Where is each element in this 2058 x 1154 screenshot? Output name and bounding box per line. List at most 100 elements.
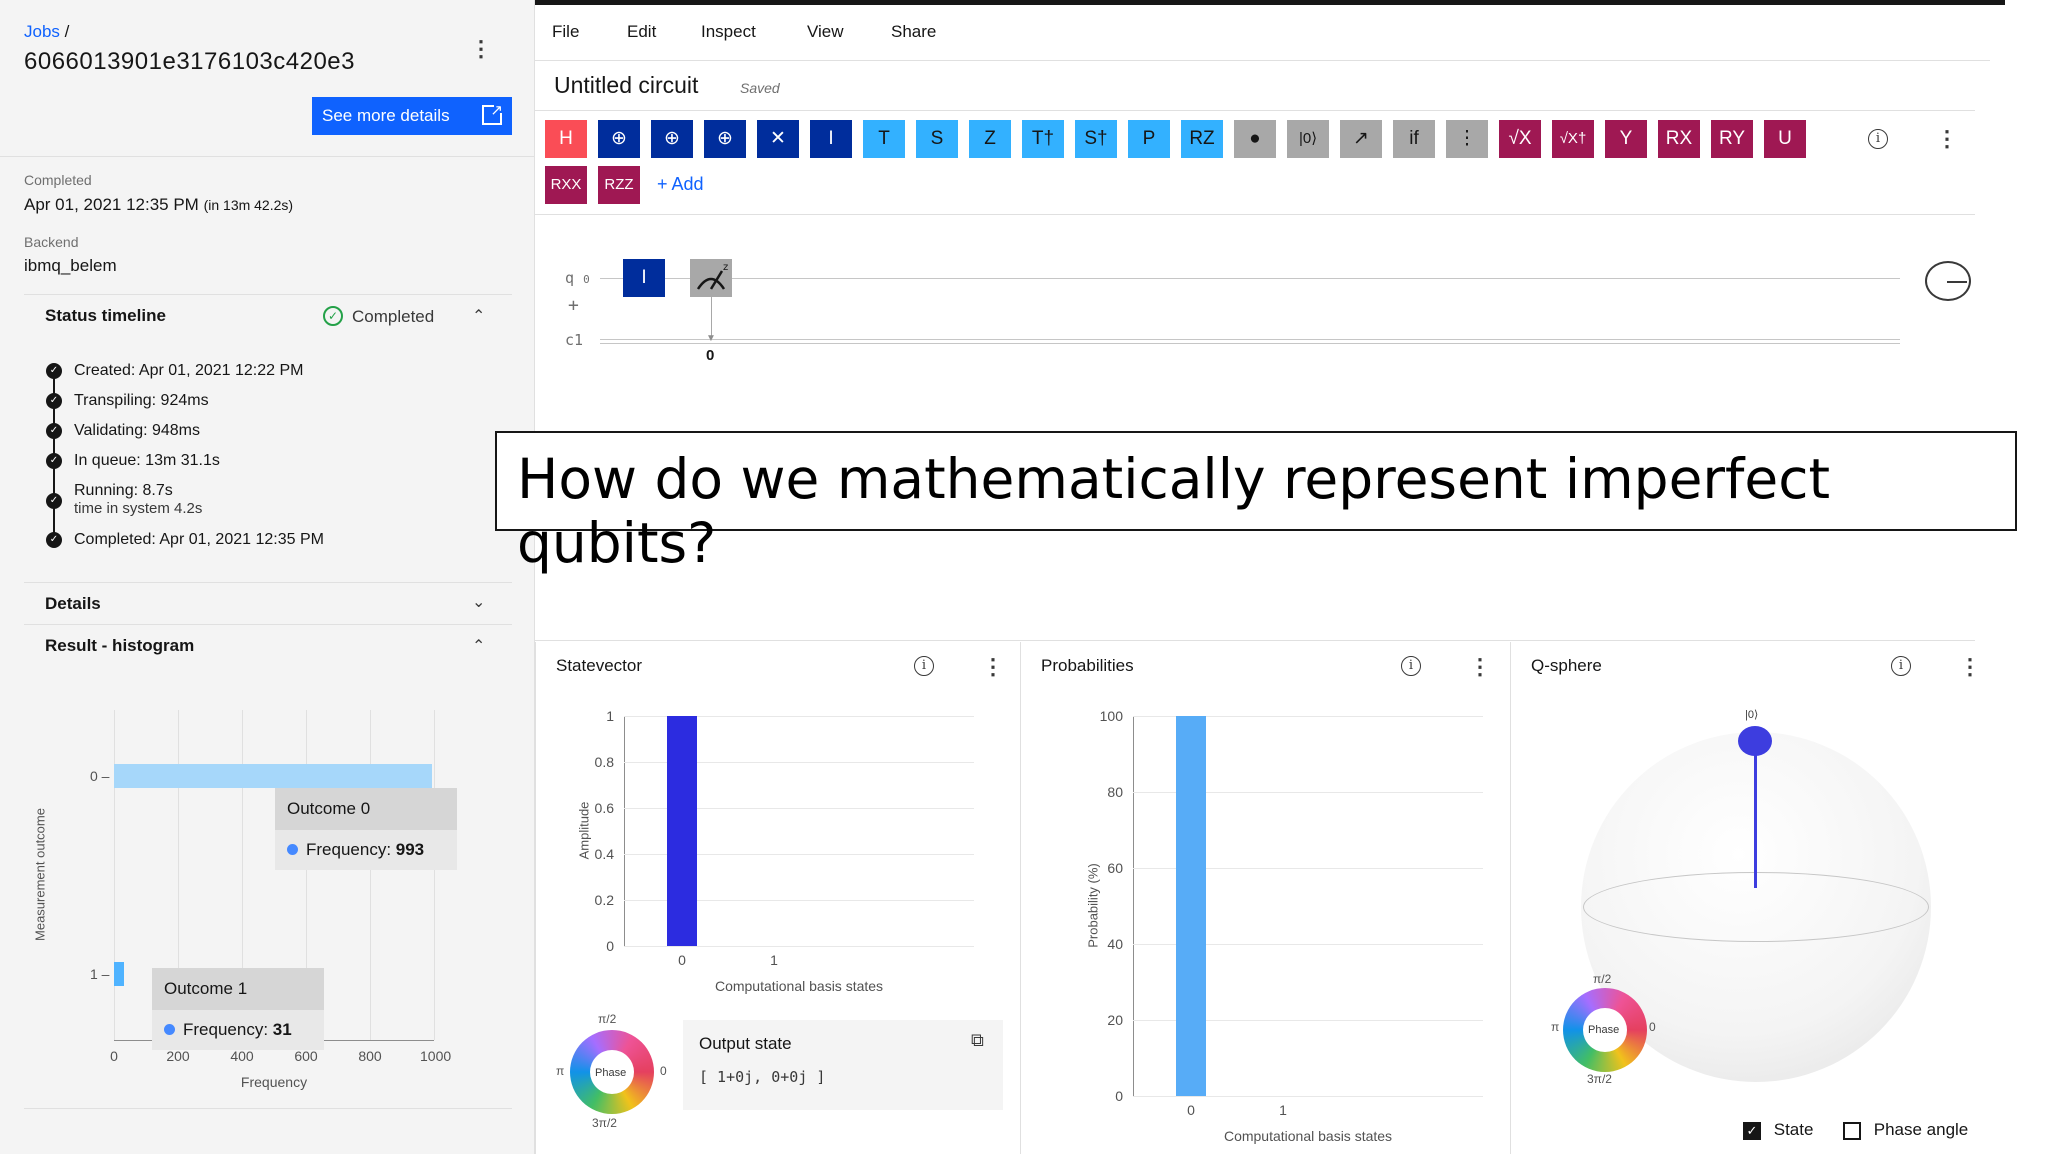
tooltip-outcome-0: Outcome 0 Frequency: 993 xyxy=(275,788,457,870)
checkbox-checked-icon[interactable]: ✓ xyxy=(1743,1121,1761,1140)
add-gate-link[interactable]: + Add xyxy=(657,174,704,194)
bar-state-0[interactable] xyxy=(1176,716,1206,1096)
qsphere-overflow-menu-icon[interactable]: ⋮ xyxy=(1959,654,1981,679)
gate-3[interactable]: ⊕ xyxy=(704,120,746,158)
info-icon[interactable]: i xyxy=(914,656,934,676)
tooltip-row: Frequency: 31 xyxy=(152,1010,324,1050)
gate-8[interactable]: Z xyxy=(969,120,1011,158)
gate-12[interactable]: RZ xyxy=(1181,120,1223,158)
gate-22[interactable]: RY xyxy=(1711,120,1753,158)
circuit-title[interactable]: Untitled circuit xyxy=(554,72,699,98)
gate-4[interactable]: ✕ xyxy=(757,120,799,158)
status-timeline-title[interactable]: Status timeline xyxy=(45,306,166,325)
gate-15[interactable]: ↗ xyxy=(1340,120,1382,158)
chevron-up-icon[interactable]: ⌃ xyxy=(472,308,486,325)
timeline-check-icon: ✓ xyxy=(46,493,62,509)
x-tick-label: 1 xyxy=(770,952,778,968)
timeline-item: Completed: Apr 01, 2021 12:35 PM xyxy=(74,531,324,548)
job-overflow-menu-icon[interactable]: ⋮ xyxy=(470,36,492,61)
info-icon[interactable]: i xyxy=(1868,129,1888,149)
divider xyxy=(535,110,1975,111)
histogram-bar[interactable] xyxy=(114,962,124,986)
gate-palette-row2: RXX RZZ xyxy=(545,166,665,206)
gate-13[interactable]: ● xyxy=(1234,120,1276,158)
gate-21[interactable]: RX xyxy=(1658,120,1700,158)
circuit-canvas[interactable]: q 0 + c1 I z ▼ 0 xyxy=(535,215,1975,635)
gate-rzz[interactable]: RZZ xyxy=(598,166,640,204)
y-tick-label: 20 xyxy=(1107,1012,1123,1028)
divider xyxy=(535,214,1975,215)
y-gridline xyxy=(1133,792,1483,793)
chevron-down-icon[interactable]: ⌄ xyxy=(472,594,486,611)
see-more-details-button[interactable]: See more details ↗ xyxy=(312,97,512,135)
gate-16[interactable]: if xyxy=(1393,120,1435,158)
divider xyxy=(535,640,1975,641)
measure-gate[interactable]: z xyxy=(690,259,732,297)
launch-icon: ↗ xyxy=(482,102,504,125)
menu-file[interactable]: File xyxy=(552,22,580,41)
statevector-overflow-menu-icon[interactable]: ⋮ xyxy=(982,654,1004,679)
state-point[interactable] xyxy=(1738,726,1772,756)
gate-7[interactable]: S xyxy=(916,120,958,158)
probabilities-overflow-menu-icon[interactable]: ⋮ xyxy=(1469,654,1491,679)
gate-6[interactable]: T xyxy=(863,120,905,158)
copy-icon[interactable]: ⧉ xyxy=(971,1030,984,1050)
menu-edit[interactable]: Edit xyxy=(627,22,657,41)
measure-arrow-icon: ▼ xyxy=(706,333,716,344)
x-gridline xyxy=(306,710,307,1040)
gate-1[interactable]: ⊕ xyxy=(598,120,640,158)
gate-17[interactable]: ⋮ xyxy=(1446,120,1488,158)
statevector-title: Statevector xyxy=(556,656,642,675)
result-histogram-title[interactable]: Result - histogram xyxy=(45,636,195,655)
info-icon[interactable]: i xyxy=(1891,656,1911,676)
y-axis xyxy=(1133,716,1134,1096)
gate-20[interactable]: Y xyxy=(1605,120,1647,158)
gate-18[interactable]: √X xyxy=(1499,120,1541,158)
y-gridline xyxy=(624,946,974,947)
checkmark-icon: ✓ xyxy=(323,306,343,326)
details-section-title[interactable]: Details xyxy=(45,594,101,613)
checkbox-unchecked-icon[interactable] xyxy=(1843,1121,1861,1140)
histogram-bar[interactable] xyxy=(114,764,432,788)
breadcrumb-jobs-link[interactable]: Jobs xyxy=(24,22,60,41)
divider xyxy=(24,624,512,625)
gate-19[interactable]: √X† xyxy=(1552,120,1594,158)
chevron-up-icon[interactable]: ⌃ xyxy=(472,638,486,655)
info-icon[interactable]: i xyxy=(1401,656,1421,676)
gate-11[interactable]: P xyxy=(1128,120,1170,158)
menu-inspect[interactable]: Inspect xyxy=(701,22,756,41)
gates-overflow-menu-icon[interactable]: ⋮ xyxy=(1936,126,1958,151)
see-more-details-label: See more details xyxy=(322,106,450,125)
gate-9[interactable]: T† xyxy=(1022,120,1064,158)
state-vector-line xyxy=(1754,738,1757,888)
x-tick-label: 200 xyxy=(166,1048,190,1064)
gate-5[interactable]: I xyxy=(810,120,852,158)
gate-14[interactable]: |0⟩ xyxy=(1287,120,1329,158)
classical-register-label: c1 xyxy=(565,331,584,349)
y-axis xyxy=(624,716,625,946)
qubit-state-icon[interactable] xyxy=(1925,261,1971,301)
question-overlay: How do we mathematically represent imper… xyxy=(495,431,2017,575)
gate-10[interactable]: S† xyxy=(1075,120,1117,158)
bar-state-0[interactable] xyxy=(667,716,697,946)
x-gridline xyxy=(114,710,115,1040)
menu-share[interactable]: Share xyxy=(891,22,937,41)
phase-angle-checkbox[interactable]: Phase angle xyxy=(1843,1120,1968,1140)
classical-wire xyxy=(600,339,1900,340)
divider xyxy=(24,294,512,295)
gate-2[interactable]: ⊕ xyxy=(651,120,693,158)
state-checkbox[interactable]: ✓ State xyxy=(1743,1120,1813,1140)
menu-view[interactable]: View xyxy=(807,22,844,41)
x-tick-label: 1000 xyxy=(420,1048,452,1064)
gate-palette: H ⊕ ⊕ ⊕ ✕ I T S Z T† S† P RZ ● |0⟩ ↗ if ⋮ √X √X† Y RX RY U xyxy=(545,120,1815,160)
tooltip-row: Frequency: 993 xyxy=(275,830,457,870)
gate-0[interactable]: H xyxy=(545,120,587,158)
add-qubit-icon[interactable]: + xyxy=(568,295,579,316)
gate-23[interactable]: U xyxy=(1764,120,1806,158)
saved-status: Saved xyxy=(740,80,780,96)
gate-rxx[interactable]: RXX xyxy=(545,166,587,204)
backend-label: Backend xyxy=(24,234,79,250)
phase-ring xyxy=(570,1030,654,1114)
qubit-label: q 0 xyxy=(565,269,590,287)
identity-gate[interactable]: I xyxy=(623,259,665,297)
